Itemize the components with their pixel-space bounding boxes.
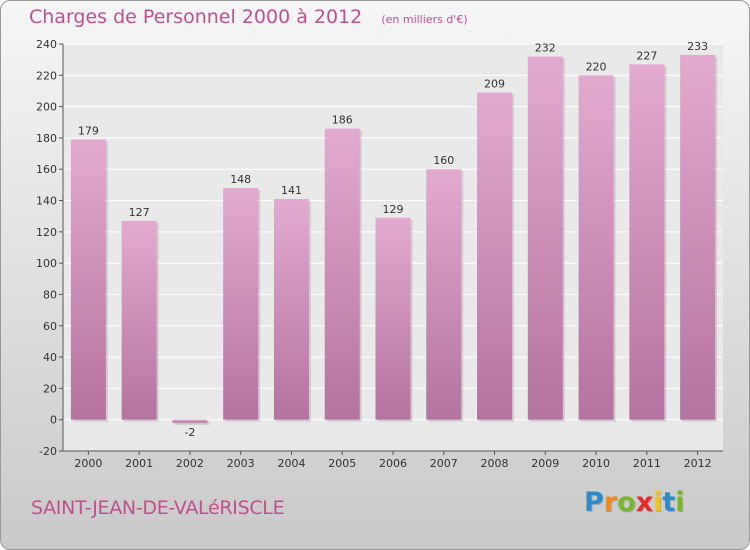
bar — [70, 139, 106, 420]
value-label: 127 — [129, 206, 150, 219]
y-tick-label: 40 — [43, 351, 57, 364]
x-tick-label: 2011 — [633, 457, 661, 470]
y-tick-label: 220 — [36, 69, 57, 82]
bar — [629, 64, 665, 420]
y-tick-label: 200 — [36, 101, 57, 114]
y-tick-label: 240 — [36, 38, 57, 51]
x-tick-label: 2001 — [125, 457, 153, 470]
bar — [426, 169, 462, 420]
chart-subtitle: (en milliers d'€) — [381, 13, 468, 26]
x-tick-label: 2005 — [328, 457, 356, 470]
x-tick-label: 2000 — [74, 457, 102, 470]
x-tick-label: 2010 — [582, 457, 610, 470]
bar — [121, 220, 157, 420]
bar — [375, 217, 411, 420]
bar — [273, 198, 309, 420]
logo-letter: i — [675, 487, 685, 518]
value-label: 227 — [636, 49, 657, 62]
y-tick-label: 0 — [50, 414, 57, 427]
bar-shadow — [174, 421, 210, 425]
chart-title: Charges de Personnel 2000 à 2012 — [29, 6, 363, 28]
y-tick-label: 20 — [43, 382, 57, 395]
x-tick-label: 2004 — [277, 457, 305, 470]
y-tick-label: -20 — [39, 445, 57, 458]
value-label: 232 — [535, 42, 556, 55]
value-label: 160 — [433, 154, 454, 167]
value-label: -2 — [184, 426, 195, 439]
bar — [527, 56, 563, 420]
x-tick-label: 2006 — [379, 457, 407, 470]
logo-letter: x — [635, 487, 654, 518]
value-label: 186 — [332, 114, 353, 127]
y-tick-label: 140 — [36, 195, 57, 208]
y-tick-label: 180 — [36, 132, 57, 145]
value-label: 233 — [687, 40, 708, 53]
bar — [578, 75, 614, 420]
y-tick-label: 100 — [36, 257, 57, 270]
x-tick-label: 2007 — [430, 457, 458, 470]
y-tick-label: 160 — [36, 163, 57, 176]
bar — [324, 128, 360, 420]
value-label: 129 — [383, 203, 404, 216]
logo-letter: o — [617, 487, 636, 518]
bar — [172, 419, 208, 423]
value-label: 179 — [78, 124, 99, 137]
value-label: 220 — [586, 60, 607, 73]
y-tick-label: 120 — [36, 226, 57, 239]
logo-letter: P — [584, 487, 604, 518]
logo-letter: t — [662, 487, 676, 518]
x-tick-label: 2002 — [176, 457, 204, 470]
x-tick-label: 2012 — [684, 457, 712, 470]
value-label: 141 — [281, 184, 302, 197]
bar — [477, 92, 513, 420]
commune-name: SAINT-JEAN-DE-VALéRISCLE — [31, 497, 285, 519]
x-tick-label: 2008 — [481, 457, 509, 470]
logo-letter: r — [603, 487, 618, 518]
bar — [680, 54, 716, 420]
value-label: 148 — [230, 173, 251, 186]
y-tick-label: 80 — [43, 288, 57, 301]
x-tick-label: 2009 — [531, 457, 559, 470]
proxiti-logo: Proxiti — [584, 487, 685, 518]
bar — [223, 188, 259, 420]
title-row: Charges de Personnel 2000 à 2012 (en mil… — [29, 6, 468, 28]
value-label: 209 — [484, 78, 505, 91]
y-tick-label: 60 — [43, 320, 57, 333]
logo-letter: i — [653, 487, 663, 518]
x-tick-label: 2003 — [227, 457, 255, 470]
